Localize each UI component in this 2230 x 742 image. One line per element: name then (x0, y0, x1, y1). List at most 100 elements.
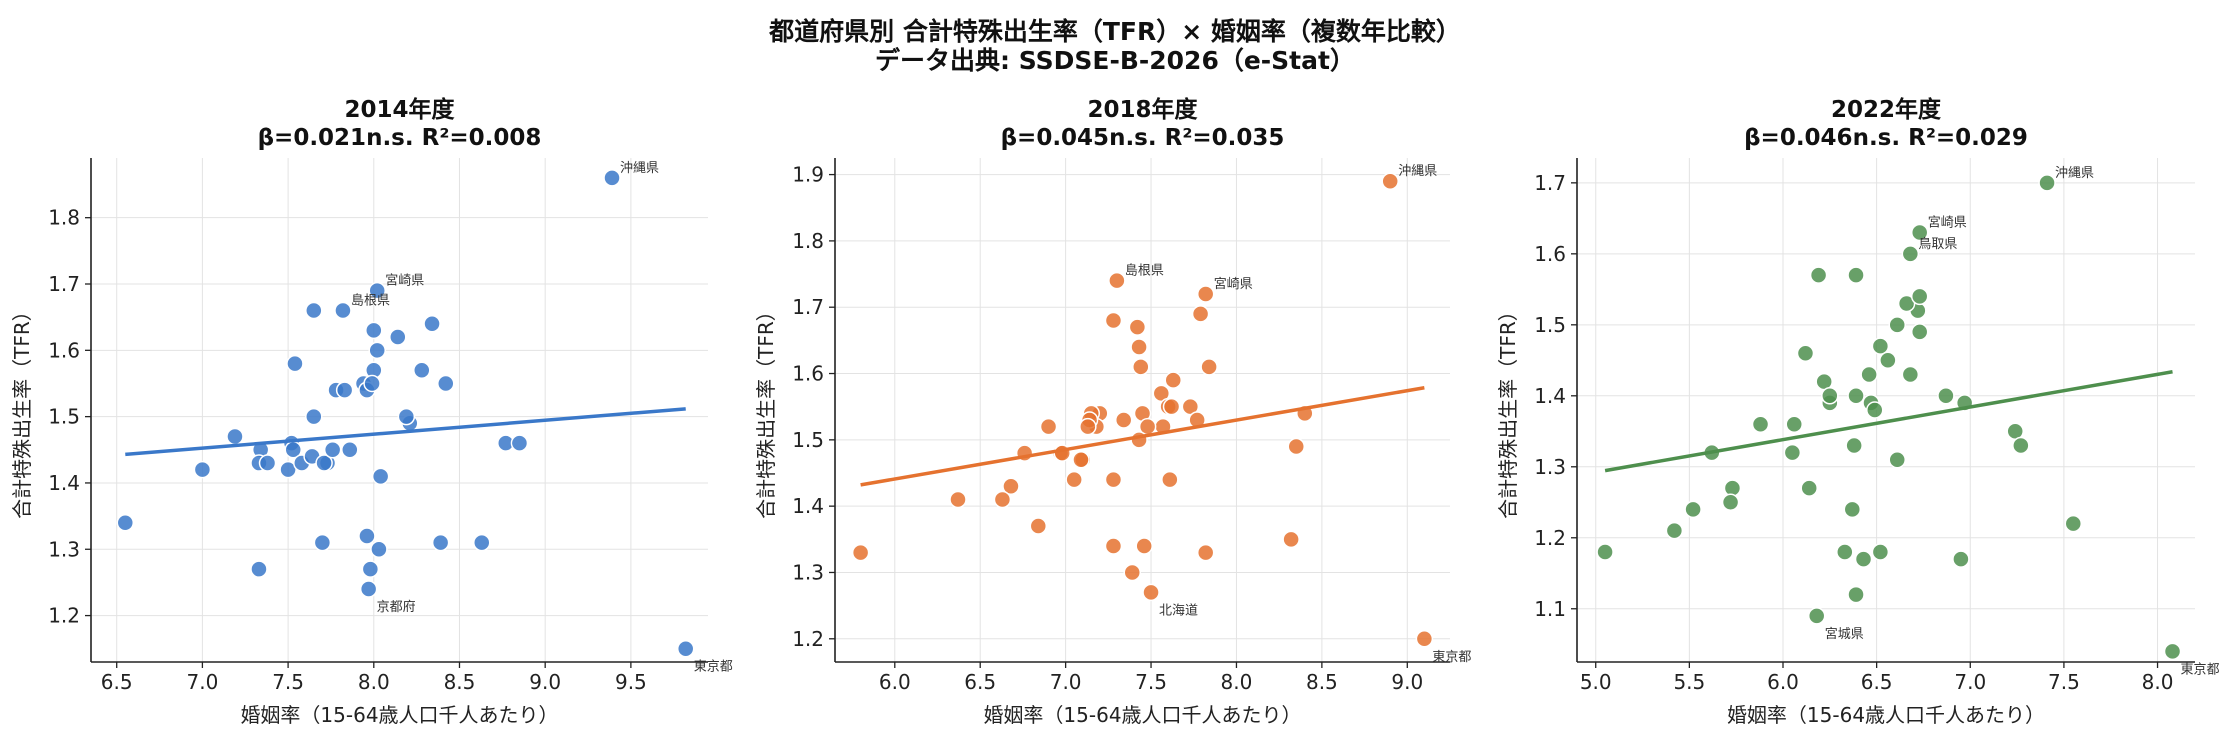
chart1-point-32 (341, 441, 359, 459)
chart2-point-label-1: 東京都 (1432, 649, 1471, 665)
chart1-point-46 (250, 560, 268, 578)
chart1-point-30 (315, 454, 333, 472)
chart1-point-14 (286, 354, 304, 373)
chart2-regression-line (860, 385, 1425, 487)
chart1-point-16 (335, 381, 354, 399)
chart3-point-24 (1785, 415, 1803, 433)
chart3-x-tick-label-2: 6.0 (1767, 670, 1799, 694)
chart2-point-4 (1142, 583, 1160, 602)
chart1-y-tick-label-4: 1.6 (48, 338, 80, 362)
chart3-point-38 (1854, 550, 1873, 568)
chart1-y-tick-label-6: 1.8 (48, 206, 80, 230)
chart3-point-11 (1871, 337, 1890, 355)
chart3-y-tick-label-3: 1.4 (1534, 384, 1566, 408)
chart3-point-label-1: 東京都 (2181, 661, 2220, 677)
chart1-regression-line (125, 407, 686, 457)
chart3-point-label-4: 宮城県 (1825, 626, 1864, 642)
chart1-point-22 (226, 427, 244, 446)
chart2-y-tick-label-5: 1.7 (792, 295, 824, 319)
chart1-point-label-3: 島根県 (351, 294, 390, 309)
chart2-point-label-0: 沖縄県 (1398, 164, 1437, 179)
chart3-point-label-2: 宮崎県 (1928, 215, 1967, 231)
chart2-point-17 (1114, 411, 1133, 429)
chart3-x-tick-label-4: 7.0 (1954, 670, 1986, 694)
chart3-y-axis-label: 合計特殊出生率（TFR） (1496, 301, 1520, 519)
chart2-y-tick-label-4: 1.6 (792, 362, 824, 386)
chart2-x-tick-label-4: 8.0 (1221, 670, 1253, 694)
chart3-x-tick-label-5: 7.5 (2048, 670, 2080, 694)
chart1-point-3 (334, 301, 352, 320)
chart1-point-33 (258, 454, 277, 472)
chart1-point-44 (363, 374, 381, 393)
chart3-point-19 (1866, 401, 1884, 419)
chart1-point-40 (473, 533, 491, 552)
chart1-point-21 (305, 407, 323, 426)
chart1-point-label-2: 宮崎県 (385, 273, 424, 289)
chart1-point-label-0: 沖縄県 (620, 161, 659, 176)
chart2-point-43 (1135, 537, 1153, 555)
chart2-point-label-4: 北海道 (1159, 603, 1198, 618)
figure-source: データ出典: SSDSE-B-2026（e-Stat） (875, 46, 1355, 75)
chart2-x-tick-label-0: 6.0 (879, 670, 911, 694)
chart3-point-45 (1952, 550, 1970, 568)
chart1-x-tick-label-3: 8.0 (358, 670, 390, 694)
chart2-point-47 (1161, 470, 1179, 489)
chart2-point-42 (1104, 537, 1123, 555)
chart2-y-tick-label-2: 1.4 (792, 494, 824, 518)
chart3-point-20 (1847, 387, 1865, 405)
chart3-point-43 (1665, 521, 1684, 540)
chart1-x-tick-label-6: 9.5 (615, 670, 647, 694)
chart2-point-10 (1164, 371, 1182, 389)
chart3-point-10 (1888, 316, 1906, 334)
chart3-point-9 (1910, 323, 1929, 341)
chart3-point-39 (1871, 543, 1890, 561)
chart2-point-41 (851, 543, 870, 562)
chart1-point-18 (437, 374, 455, 393)
chart3-x-tick-label-3: 6.5 (1861, 670, 1893, 694)
chart2-subtitle: β=0.045n.s. R²=0.035 (1001, 125, 1285, 151)
chart2-title: 2018年度 (1087, 96, 1198, 123)
chart2-y-tick-label-7: 1.9 (792, 163, 824, 187)
chart1-point-37 (358, 527, 376, 545)
chart3-point-label-3: 鳥取県 (1918, 237, 1957, 252)
chart3-point-6 (1847, 266, 1865, 284)
chart2-point-44 (1123, 563, 1141, 582)
chart1-subtitle: β=0.021n.s. R²=0.008 (258, 125, 542, 151)
chart2-point-35 (1104, 470, 1123, 489)
chart3-point-15 (1860, 365, 1878, 384)
chart3-y-tick-label-0: 1.1 (1534, 597, 1566, 621)
chart1-point-10 (413, 361, 431, 379)
chart3-y-tick-label-5: 1.6 (1534, 242, 1566, 266)
chart1-point-4 (359, 580, 378, 598)
chart1-point-label-1: 東京都 (694, 659, 733, 675)
chart2-y-tick-label-6: 1.8 (792, 229, 824, 253)
chart2-point-label-3: 宮崎県 (1214, 276, 1253, 292)
chart3-point-12 (1910, 287, 1929, 306)
chart3-point-label-0: 沖縄県 (2055, 166, 2094, 181)
chart3-x-tick-label-1: 5.5 (1673, 670, 1705, 694)
chart3-point-32 (1937, 387, 1955, 405)
chart3-point-41 (1843, 500, 1862, 519)
chart3-point-37 (1836, 543, 1854, 561)
chart2-point-30 (1039, 417, 1058, 436)
chart3-point-29 (1800, 479, 1818, 497)
chart3-point-27 (1721, 493, 1740, 512)
chart2-point-5 (1104, 311, 1123, 330)
chart1-point-5 (365, 321, 383, 340)
chart2-point-8 (1132, 358, 1150, 376)
chart2-point-28 (1079, 417, 1097, 436)
chart3-point-14 (1879, 351, 1897, 370)
chart2-point-38 (993, 490, 1012, 509)
chart3-title: 2022年度 (1831, 96, 1942, 123)
chart2-x-axis-label: 婚姻率（15-64歳人口千人あたり） (983, 703, 1301, 727)
chart3-point-5 (1809, 266, 1828, 284)
chart1-x-tick-label-2: 7.5 (272, 670, 304, 694)
chart2-x-tick-label-2: 7.0 (1050, 670, 1082, 694)
chart2-point-33 (1072, 450, 1090, 469)
chart2-x-tick-label-6: 9.0 (1391, 670, 1423, 694)
chart1-point-2 (368, 281, 386, 300)
chart1-point-9 (423, 315, 441, 333)
chart1-point-6 (368, 341, 386, 360)
chart1-x-tick-label-5: 9.0 (529, 670, 561, 694)
